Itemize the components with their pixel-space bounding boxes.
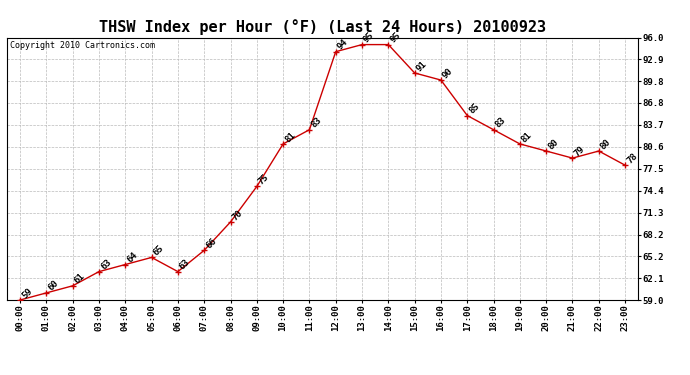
Text: 64: 64: [126, 251, 139, 264]
Text: 90: 90: [441, 66, 455, 80]
Text: 95: 95: [388, 31, 402, 45]
Text: 63: 63: [99, 258, 113, 272]
Text: 85: 85: [467, 102, 481, 115]
Text: 59: 59: [20, 286, 34, 300]
Text: 60: 60: [46, 279, 60, 293]
Text: 70: 70: [230, 208, 244, 222]
Text: 94: 94: [336, 38, 350, 52]
Text: 81: 81: [520, 130, 534, 144]
Text: 66: 66: [204, 236, 218, 250]
Text: 91: 91: [415, 59, 428, 73]
Text: 83: 83: [493, 116, 508, 130]
Text: 79: 79: [573, 144, 586, 158]
Text: 83: 83: [309, 116, 324, 130]
Text: 75: 75: [257, 172, 270, 186]
Text: 80: 80: [599, 137, 613, 151]
Text: Copyright 2010 Cartronics.com: Copyright 2010 Cartronics.com: [10, 42, 155, 51]
Text: 78: 78: [625, 151, 639, 165]
Text: 65: 65: [152, 243, 166, 257]
Text: 95: 95: [362, 31, 376, 45]
Text: 81: 81: [283, 130, 297, 144]
Text: 63: 63: [178, 258, 192, 272]
Title: THSW Index per Hour (°F) (Last 24 Hours) 20100923: THSW Index per Hour (°F) (Last 24 Hours)…: [99, 19, 546, 35]
Text: 61: 61: [72, 272, 87, 286]
Text: 80: 80: [546, 137, 560, 151]
